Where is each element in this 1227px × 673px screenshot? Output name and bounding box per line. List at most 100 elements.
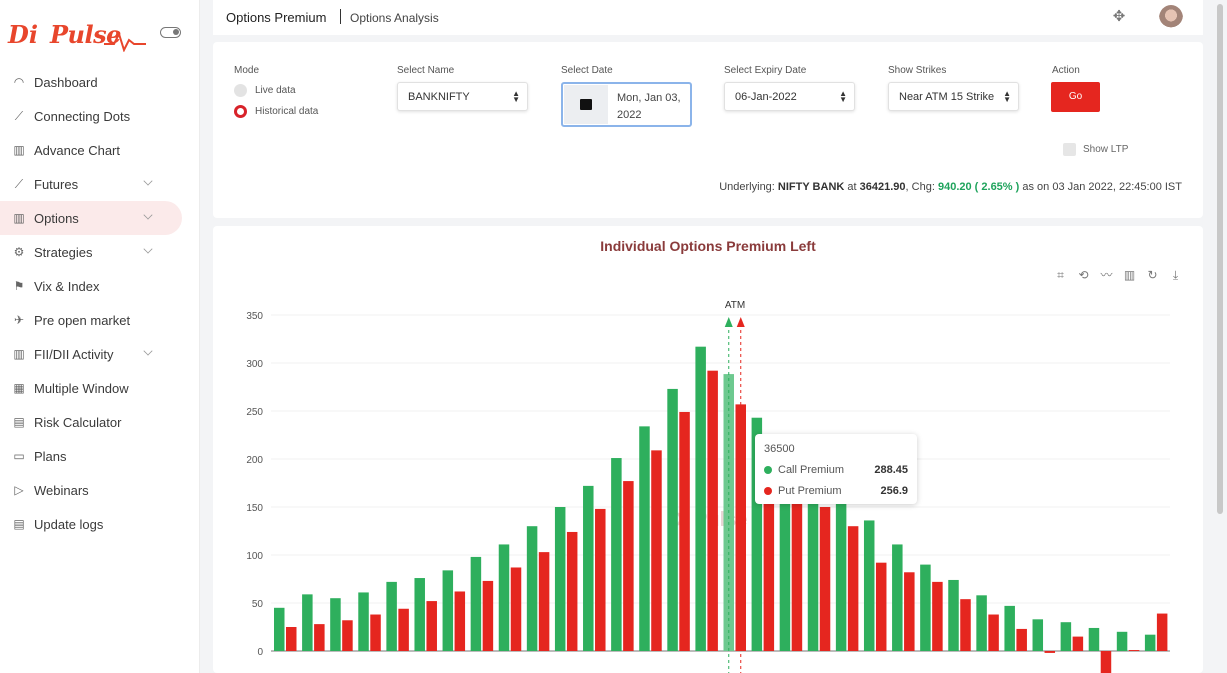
show-ltp-label: Show LTP — [1083, 144, 1129, 155]
radio-live-icon[interactable] — [234, 84, 247, 97]
tooltip-put-label: Put Premium — [778, 485, 842, 497]
chevron-down-icon — [143, 346, 153, 356]
chevron-down-icon — [143, 176, 153, 186]
grid-icon: ▦ — [13, 381, 25, 395]
sidebar-item-webinars[interactable]: ▷ Webinars — [0, 473, 200, 507]
scrollbar-thumb[interactable] — [1217, 4, 1223, 514]
date-value-line1: Mon, Jan 03, — [617, 92, 681, 104]
sidebar-item-strategies[interactable]: ⚙ Strategies — [0, 235, 200, 269]
plans-icon: ▭ — [13, 449, 25, 463]
mode-live-label: Live data — [255, 85, 296, 96]
put-premium-bar — [1044, 651, 1056, 653]
underlying-price: 36421.90 — [859, 181, 906, 193]
refresh-icon[interactable]: ↻ — [1147, 268, 1158, 282]
put-premium-bar — [370, 614, 381, 651]
put-premium-bar — [538, 552, 550, 651]
name-select-value: BANKNIFTY — [408, 91, 470, 103]
call-premium-bar — [442, 570, 454, 651]
call-premium-bar — [302, 594, 313, 651]
zoom-icon[interactable]: ⌗ — [1057, 268, 1064, 282]
underlying-at: at — [847, 181, 857, 193]
call-premium-bar — [1144, 634, 1156, 651]
sidebar-toggle-icon[interactable] — [160, 27, 181, 38]
put-premium-bar — [398, 608, 409, 651]
sidebar-item-futures[interactable]: ⟋ Futures — [0, 167, 200, 201]
header-bar: Options Premium Options Analysis ✥ — [213, 0, 1203, 35]
y-tick-label: 100 — [246, 551, 263, 562]
atm-put-arrow-icon — [736, 317, 745, 327]
call-premium-bar — [948, 579, 959, 651]
underlying-as-on: as on 03 Jan 2022, 22:45:00 IST — [1022, 181, 1182, 193]
put-premium-bar — [679, 411, 690, 651]
avatar[interactable] — [1159, 5, 1183, 31]
rocket-icon: ✈ — [13, 313, 25, 327]
date-value: Mon, Jan 03, 2022 — [617, 90, 691, 124]
chevron-down-icon — [143, 210, 153, 220]
breadcrumb-sub[interactable]: Options Analysis — [350, 11, 439, 25]
put-premium-bar — [651, 450, 662, 651]
zoom-reset-icon[interactable]: ⟲ — [1078, 268, 1089, 282]
sidebar-item-dashboard[interactable]: ◠ Dashboard — [0, 65, 200, 99]
page-scrollbar[interactable] — [1216, 0, 1224, 520]
mode-historical-radio[interactable]: Historical data — [234, 105, 318, 118]
dipulse-logo[interactable]: Di Pulse — [6, 14, 146, 54]
call-premium-bar — [1032, 619, 1044, 651]
put-premium-bar — [988, 614, 999, 651]
sidebar-item-plans[interactable]: ▭ Plans — [0, 439, 200, 473]
put-premium-bar — [1128, 650, 1140, 651]
radio-historical-icon[interactable] — [234, 105, 247, 118]
sidebar-item-pre-open-market[interactable]: ✈ Pre open market — [0, 303, 200, 337]
sidebar-item-multiple-window[interactable]: ▦ Multiple Window — [0, 371, 200, 405]
put-premium-bar — [595, 508, 606, 651]
sidebar-item-label: Multiple Window — [34, 380, 129, 396]
date-picker[interactable]: Mon, Jan 03, 2022 — [561, 82, 692, 127]
chevron-down-icon — [143, 244, 153, 254]
sidebar-item-label: Strategies — [34, 244, 93, 260]
sidebar-item-vix-index[interactable]: ⚑ Vix & Index — [0, 269, 200, 303]
sidebar-item-label: Risk Calculator — [34, 414, 122, 430]
sidebar-item-risk-calculator[interactable]: ▤ Risk Calculator — [0, 405, 200, 439]
sidebar-item-label: Pre open market — [34, 312, 131, 328]
call-premium-bar — [863, 520, 875, 651]
go-button[interactable]: Go — [1051, 82, 1100, 112]
tooltip-put-row: Put Premium 256.9 — [764, 485, 908, 497]
name-select[interactable]: BANKNIFTY ▲ ▼ — [397, 82, 528, 111]
tooltip-put-value: 256.9 — [880, 485, 908, 497]
y-tick-label: 200 — [246, 455, 263, 466]
strikes-label: Show Strikes — [888, 65, 947, 76]
sidebar-item-advance-chart[interactable]: ▥ Advance Chart — [0, 133, 200, 167]
chart-toolbox: ⌗ ⟲ 〰 ▥ ↻ ⤓ — [1053, 268, 1183, 283]
download-icon[interactable]: ⤓ — [1172, 268, 1179, 282]
tooltip-call-label: Call Premium — [778, 464, 845, 476]
call-premium-bar — [611, 458, 622, 651]
tooltip-call-row: Call Premium 288.45 — [764, 464, 908, 476]
underlying-change: 940.20 ( 2.65% ) — [937, 181, 1020, 193]
sidebar-item-connecting-dots[interactable]: ⟋ Connecting Dots — [0, 99, 200, 133]
mode-live-radio[interactable]: Live data — [234, 84, 296, 97]
fullscreen-icon[interactable]: ✥ — [1112, 8, 1126, 25]
expiry-select[interactable]: 06-Jan-2022 ▲ ▼ — [724, 82, 855, 111]
line-chart-icon[interactable]: 〰 — [1100, 268, 1113, 282]
chart-tooltip: 36500 Call Premium 288.45 Put Premium 25… — [755, 434, 917, 504]
sidebar-item-update-logs[interactable]: ▤ Update logs — [0, 507, 200, 541]
sidebar-nav: ◠ Dashboard ⟋ Connecting Dots ▥ Advance Chart… — [0, 65, 200, 541]
filter-panel: Mode Live data Historical data Select Na… — [213, 42, 1203, 218]
video-icon: ▷ — [14, 483, 24, 497]
call-premium-bar — [583, 485, 594, 651]
select-arrows-icon: ▲ ▼ — [839, 89, 847, 104]
show-ltp-toggle[interactable]: Show LTP — [1063, 143, 1128, 156]
underlying-summary: Underlying: NIFTY BANK at 36421.90, Chg:… — [719, 181, 1182, 193]
sidebar: Di Pulse ◠ Dashboard ⟋ Connecting Dots ▥ Adva… — [0, 0, 200, 673]
bar-chart-icon[interactable]: ▥ — [1123, 268, 1136, 282]
strikes-select[interactable]: Near ATM 15 Strike ▲ ▼ — [888, 82, 1019, 111]
call-premium-bar — [414, 578, 425, 651]
put-premium-bar — [566, 531, 578, 651]
sidebar-item-label: Options — [34, 210, 79, 226]
sidebar-item-fii-dii-activity[interactable]: ▥ FII/DII Activity — [0, 337, 200, 371]
sidebar-item-options[interactable]: ▥ Options — [0, 201, 182, 235]
call-premium-bar — [274, 607, 285, 651]
show-ltp-checkbox[interactable] — [1063, 143, 1076, 156]
underlying-prefix: Underlying: — [719, 181, 775, 193]
calendar-button[interactable] — [564, 85, 608, 124]
